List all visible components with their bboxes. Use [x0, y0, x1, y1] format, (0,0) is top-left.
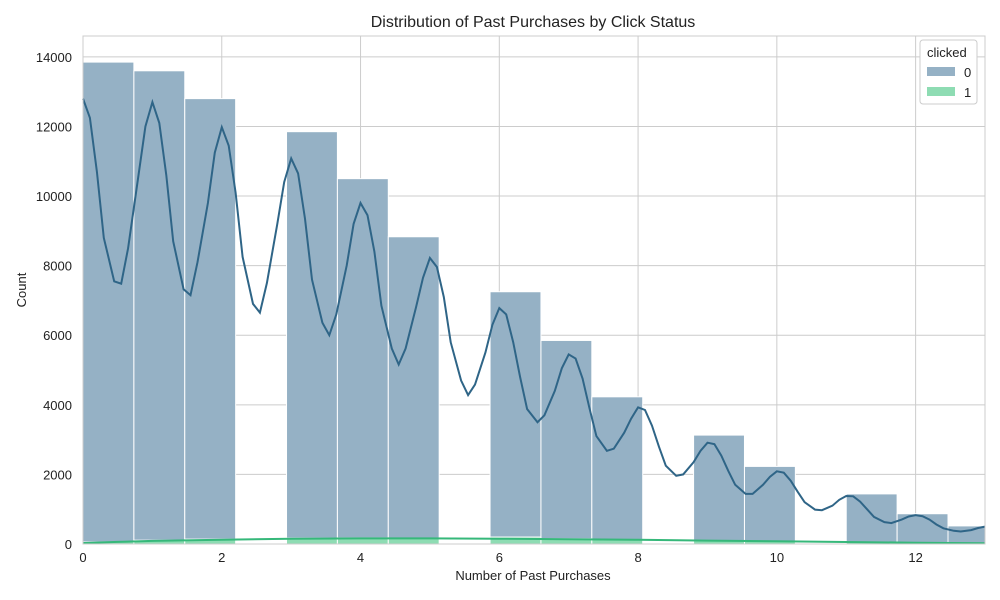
y-axis-label: Count	[14, 272, 29, 307]
series-0-bars	[82, 61, 986, 545]
chart-title: Distribution of Past Purchases by Click …	[371, 14, 696, 31]
series-0-bar-10	[591, 396, 644, 545]
series-0-bar-15	[845, 493, 898, 545]
legend-swatch-1	[927, 87, 955, 96]
plot-frame	[82, 35, 986, 545]
x-tick-label-1: 2	[218, 550, 225, 565]
legend-title: clicked	[927, 45, 967, 60]
series-0-bar-0	[82, 61, 135, 545]
x-tick-labels: 0 2 4 6 8 10 12	[79, 550, 922, 565]
series-0-kde-line	[82, 98, 986, 533]
x-tick-label-2: 4	[357, 550, 364, 565]
x-tick-label-4: 8	[634, 550, 641, 565]
y-tick-label-0: 0	[65, 537, 72, 552]
x-tick-label-3: 6	[496, 550, 503, 565]
legend: clicked 0 1	[919, 39, 978, 105]
series-0-bar-13	[743, 465, 796, 545]
y-tick-label-3: 6000	[43, 328, 72, 343]
y-tick-label-2: 4000	[43, 398, 72, 413]
series-0-bar-6	[387, 236, 440, 545]
x-tick-label-6: 12	[908, 550, 922, 565]
series-1-kde-line	[82, 537, 986, 545]
series-0-bar-1	[133, 70, 186, 545]
x-tick-label-5: 10	[770, 550, 784, 565]
series-0-bar-2	[184, 98, 237, 545]
x-axis-label: Number of Past Purchases	[455, 568, 611, 583]
y-tick-label-4: 8000	[43, 259, 72, 274]
series-0-bar-4	[286, 131, 338, 545]
x-tick-label-0: 0	[79, 550, 86, 565]
series-0-bar-9	[540, 339, 593, 545]
y-tick-label-7: 14000	[36, 50, 72, 65]
y-tick-label-1: 2000	[43, 467, 72, 482]
legend-swatch-0	[927, 67, 955, 76]
y-tick-label-5: 10000	[36, 189, 72, 204]
y-tick-label-6: 12000	[36, 119, 72, 134]
legend-label-0: 0	[964, 65, 971, 80]
series-0-bar-5	[336, 178, 389, 545]
legend-label-1: 1	[964, 85, 971, 100]
y-tick-labels: 0 2000 4000 6000 8000 10000 12000 14000	[36, 50, 72, 552]
